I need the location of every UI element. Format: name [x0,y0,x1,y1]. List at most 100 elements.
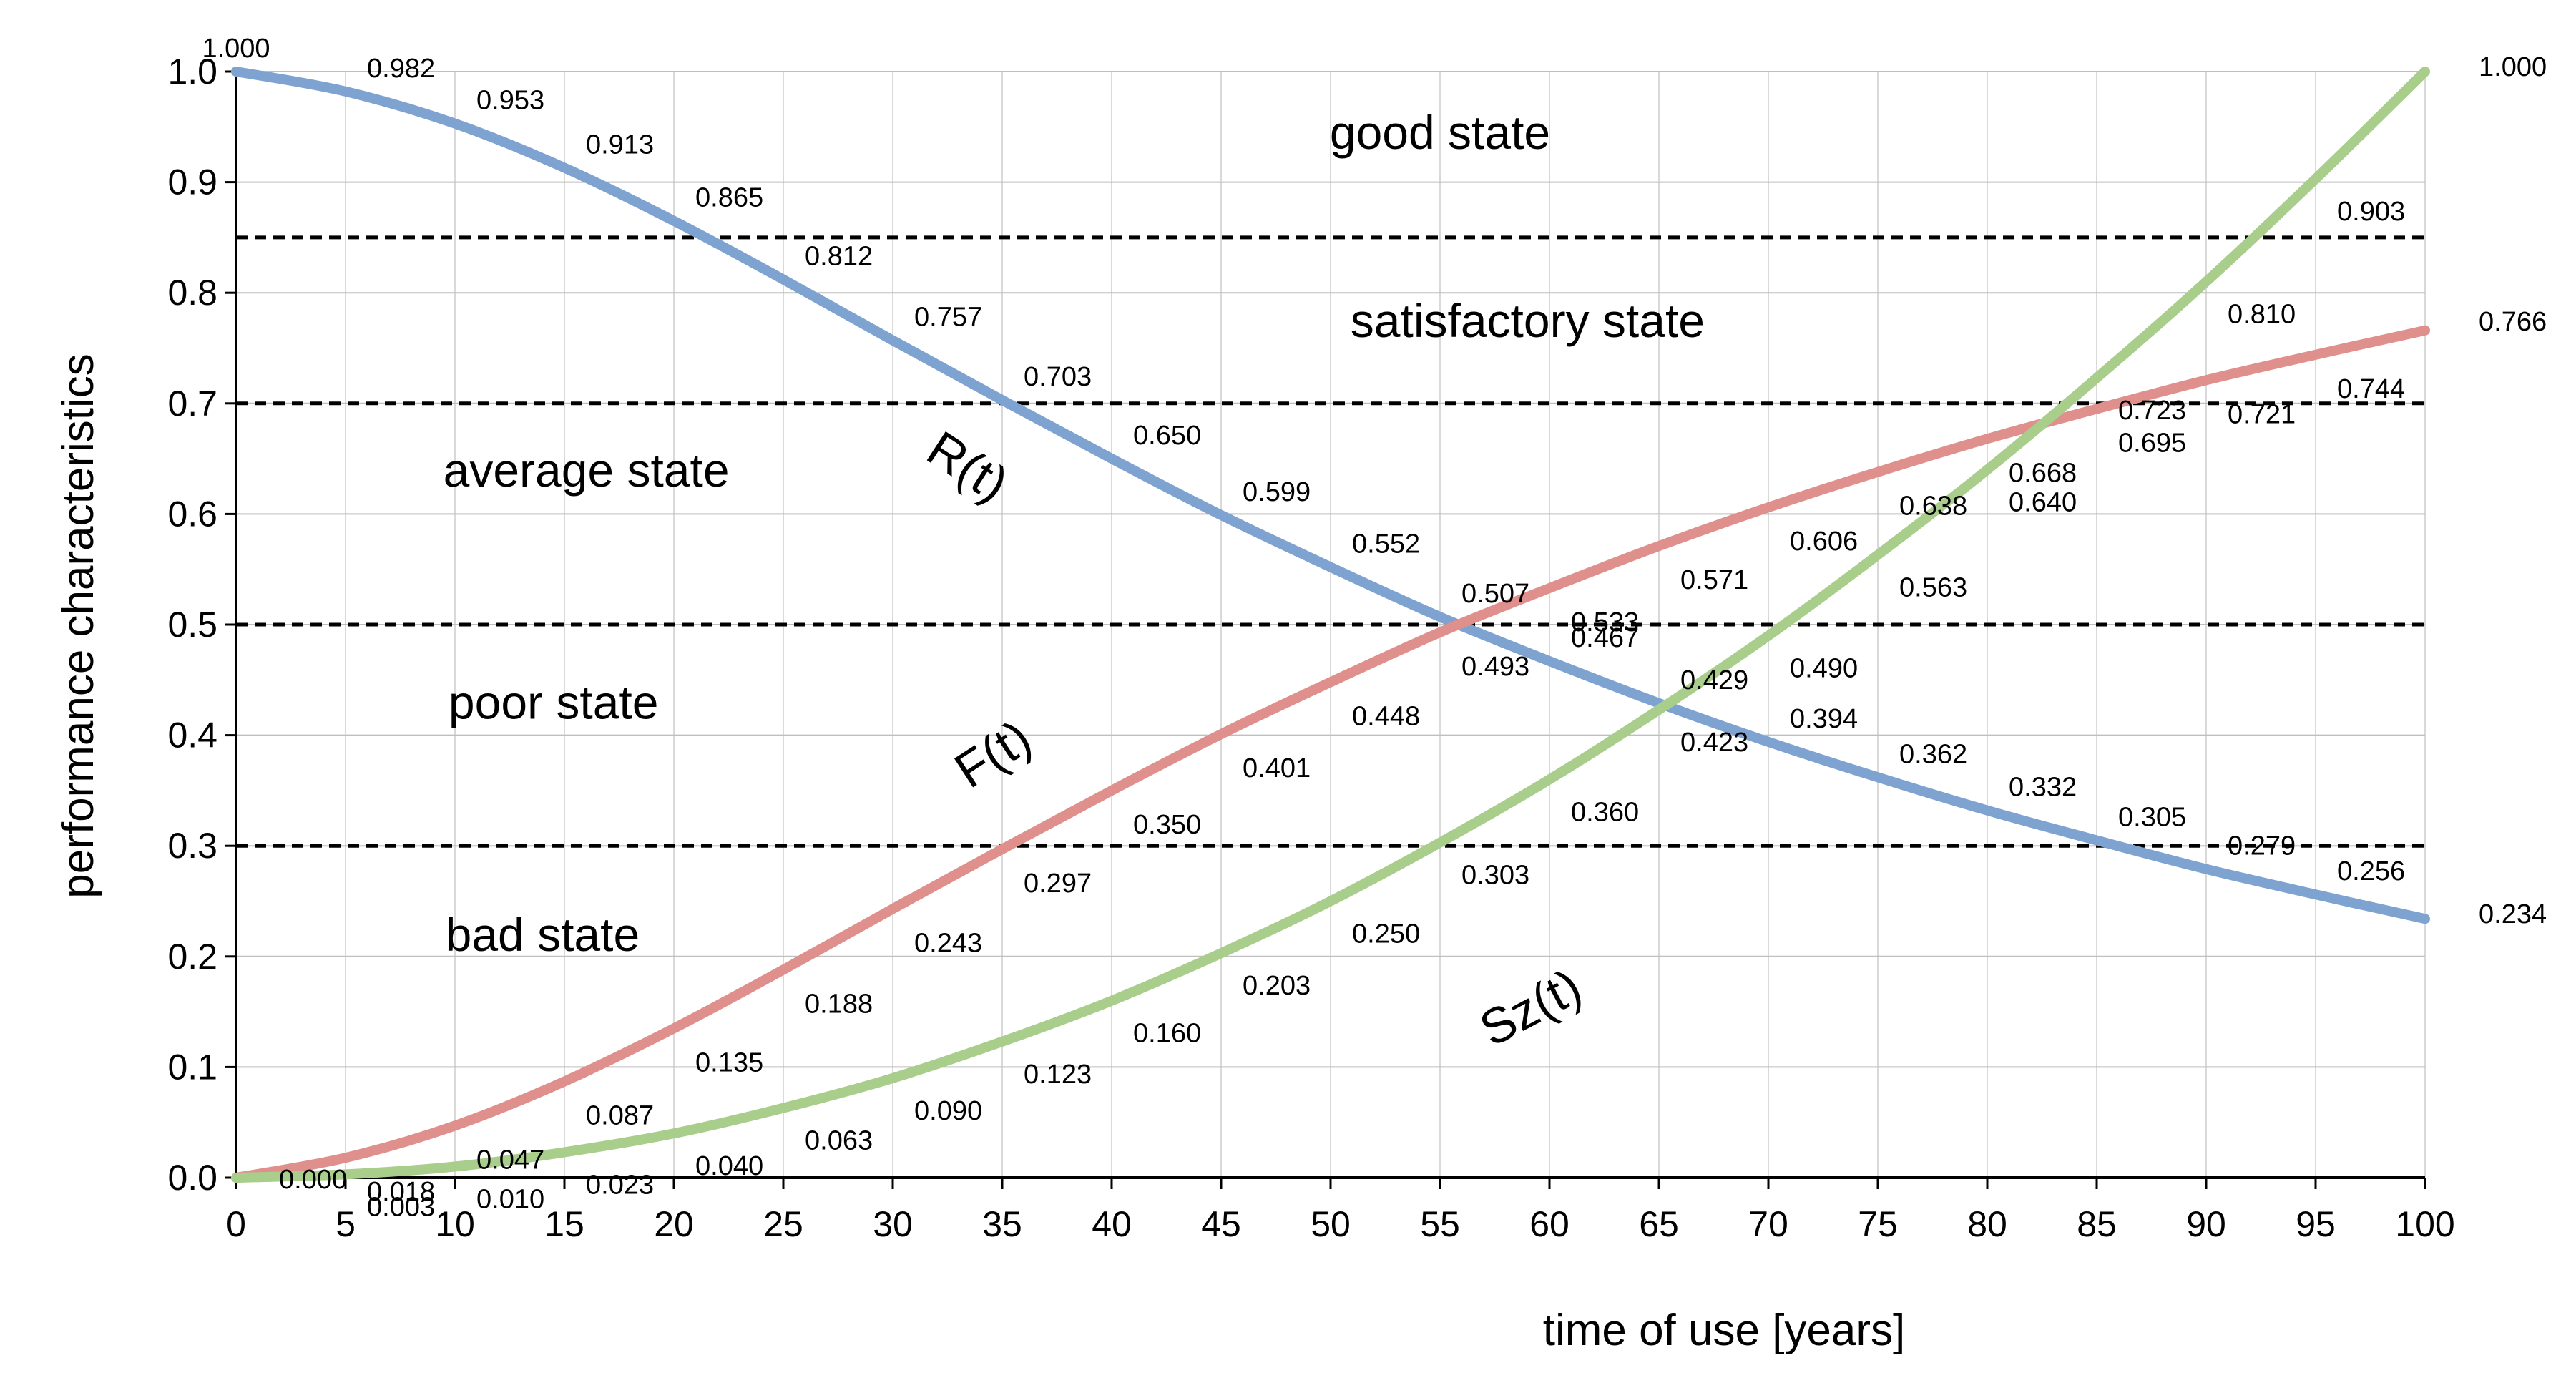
failure-value-label: 0.350 [1133,810,1201,840]
axis-layer: 0 5 10 15 20 25 30 35 40 45 50 55 60 65 70 75 80 85 90 95 10… [167,52,2454,1244]
y-tick-label: 0.1 [167,1047,217,1087]
x-tick-label: 45 [1201,1204,1241,1244]
x-tick-label: 35 [982,1204,1022,1244]
reliability-value-label: 0.703 [1024,362,1092,392]
x-tick-label: 80 [1967,1204,2007,1244]
state-label: satisfactory state [1351,294,1705,347]
reliability-value-label: 0.394 [1790,704,1858,734]
reliability-value-label: 0.650 [1133,421,1201,451]
x-tick-label: 55 [1420,1204,1460,1244]
x-tick-label: 40 [1092,1204,1132,1244]
reliability-value-label: 1.000 [202,34,270,64]
wear-value-label: 0.723 [2118,396,2186,426]
x-tick-label: 20 [654,1204,694,1244]
reliability-value-label: 0.234 [2479,899,2547,929]
x-tick-label: 95 [2296,1204,2336,1244]
failure-value-label: 0.721 [2228,399,2296,429]
reliability-line [231,67,2430,924]
wear-value-label: 0.640 [2009,488,2077,518]
state-label: bad state [446,908,640,961]
failure-value-label: 0.000 [279,1165,347,1195]
state-label: poor state [449,675,659,728]
wear-value-label: 0.250 [1352,919,1420,949]
y-tick-label: 1.0 [167,52,217,92]
wear-value-label: 0.903 [2337,197,2405,227]
x-tick-label: 25 [763,1204,803,1244]
state-label: average state [444,444,730,497]
failure-value-label: 0.668 [2009,458,2077,488]
x-tick-label: 15 [544,1204,584,1244]
reliability-value-label: 0.865 [695,183,763,213]
failure-value-label: 0.243 [914,928,982,958]
annotation-layer: good state satisfactory state average stat… [444,106,1705,1057]
failure-value-label: 0.047 [476,1145,544,1175]
reliability-value-label: 0.467 [1571,623,1639,653]
y-tick-label: 0.3 [167,826,217,866]
x-tick-label: 85 [2077,1204,2117,1244]
reliability-value-label: 0.913 [586,130,654,160]
wear-value-label: 0.490 [1790,653,1858,683]
x-tick-label: 30 [873,1204,913,1244]
wear-value-label: 0.023 [586,1170,654,1200]
x-tick-label: 100 [2395,1204,2454,1244]
y-tick-label: 0.6 [167,494,217,534]
wear-value-label: 1.000 [2479,52,2547,82]
reliability-value-label: 0.599 [1243,477,1311,507]
wear-value-label: 0.003 [367,1192,435,1222]
y-tick-label: 0.8 [167,273,217,313]
failure-value-label: 0.493 [1461,652,1529,682]
reliability-value-label: 0.429 [1680,665,1748,695]
x-tick-label: 0 [226,1204,246,1244]
failure-value-label: 0.087 [586,1100,654,1130]
y-axis-title: performance characteristics [54,353,103,899]
reliability-value-label: 0.279 [2228,831,2296,861]
reliability-value-label: 0.953 [476,86,544,116]
failure-value-label: 0.401 [1243,753,1311,783]
failure-value-label: 0.448 [1352,701,1420,731]
x-tick-label: 10 [435,1204,475,1244]
failure-value-label: 0.135 [695,1047,763,1078]
reliability-value-label: 0.332 [2009,773,2077,803]
wear-value-label: 0.360 [1571,797,1639,827]
failure-value-label: 0.018 [367,1177,435,1207]
state-label: good state [1330,106,1550,159]
x-tick-label: 90 [2186,1204,2226,1244]
wear-value-label: 0.160 [1133,1019,1201,1049]
wear-value-label: 0.040 [695,1151,763,1181]
reliability-value-label: 0.757 [914,303,982,333]
x-tick-label: 5 [336,1204,356,1244]
failure-value-label: 0.297 [1024,869,1092,899]
x-tick-label: 65 [1639,1204,1679,1244]
x-axis-title: time of use [years] [1543,1306,1906,1355]
failure-value-label: 0.766 [2479,307,2547,337]
failure-value-label: 0.188 [805,989,873,1019]
wear-value-label: 0.423 [1680,728,1748,758]
failure-value-label: 0.571 [1680,565,1748,595]
reliability-value-label: 0.982 [367,54,435,84]
series-layer [231,67,2430,1183]
wear-value-label: 0.810 [2228,300,2296,330]
curve-label-wear: Sz(t) [1471,958,1590,1057]
failure-value-label: 0.533 [1571,607,1639,637]
wear-value-label: 0.123 [1024,1060,1092,1090]
reliability-value-label: 0.256 [2337,856,2405,886]
wear-value-label: 0.563 [1899,573,1967,603]
reliability-value-label: 0.362 [1899,739,1967,769]
failure-value-label: 0.606 [1790,527,1858,557]
failure-value-label: 0.744 [2337,374,2405,404]
wear-value-label: 0.303 [1461,861,1529,891]
wear-line [231,67,2430,1183]
y-tick-label: 0.4 [167,715,217,756]
y-tick-label: 0.2 [167,937,217,977]
y-tick-label: 0.7 [167,383,217,424]
reliability-value-label: 0.305 [2118,802,2186,832]
x-tick-label: 60 [1529,1204,1569,1244]
wear-value-label: 0.063 [805,1126,873,1156]
curve-label-failure: F(t) [945,710,1041,799]
x-tick-label: 70 [1748,1204,1788,1244]
failure-value-label: 0.638 [1899,492,1967,522]
wear-value-label: 0.010 [476,1185,544,1215]
x-tick-label: 50 [1311,1204,1351,1244]
reliability-value-label: 0.552 [1352,529,1420,559]
